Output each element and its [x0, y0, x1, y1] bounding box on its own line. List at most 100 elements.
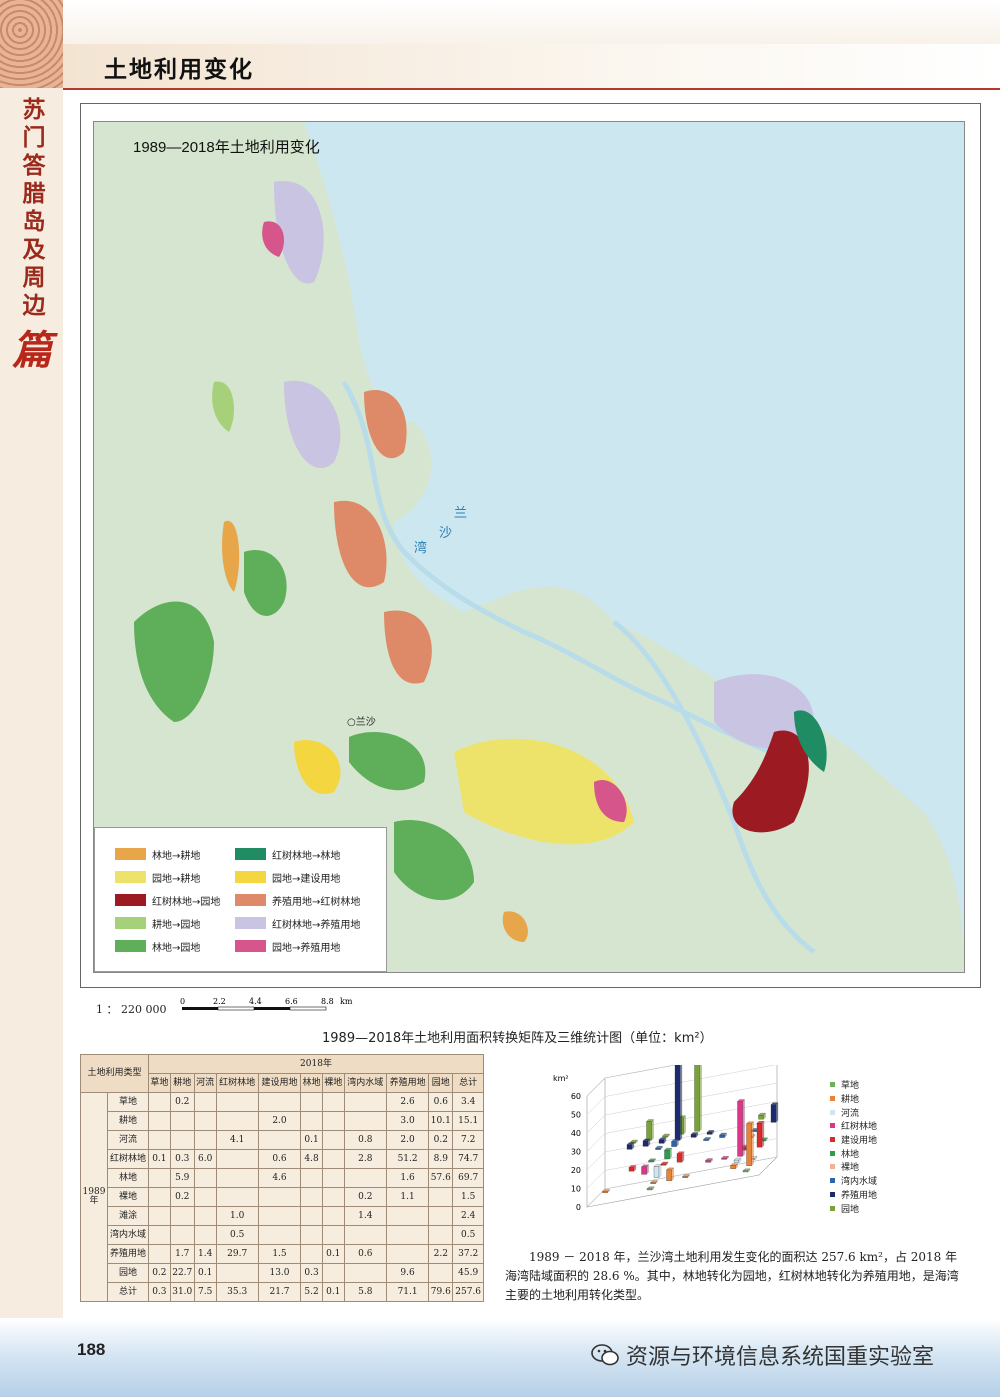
watermark-text: 资源与环境信息系统国重实验室 — [626, 1345, 935, 1370]
table-cell — [321, 1149, 345, 1169]
bar-front — [703, 1139, 709, 1141]
chart-legend-item: 园地 — [830, 1201, 877, 1215]
table-cell — [385, 1225, 430, 1245]
bar-top — [671, 1139, 679, 1142]
y-tick-label: 60 — [571, 1092, 581, 1101]
table-cell: 2.4 — [452, 1206, 484, 1226]
bar-top — [721, 1156, 729, 1159]
row-header: 裸地 — [107, 1187, 149, 1207]
bar-front — [746, 1123, 752, 1166]
table-cell: 4.8 — [300, 1149, 323, 1169]
table-cell: 15.1 — [452, 1111, 484, 1131]
table-cell: 0.1 — [193, 1263, 217, 1283]
table-cell — [193, 1092, 217, 1112]
table-cell — [148, 1225, 171, 1245]
legend-swatch — [115, 940, 146, 952]
table-cell: 2.0 — [385, 1130, 430, 1150]
chart-legend-item: 红树林地 — [830, 1119, 877, 1133]
table-cell: 9.6 — [385, 1263, 430, 1283]
chart-legend-item: 耕地 — [830, 1092, 877, 1106]
bar-top — [770, 1102, 779, 1105]
bar-front — [758, 1114, 764, 1120]
bar-front — [658, 1139, 665, 1144]
table-cell: 57.6 — [428, 1168, 454, 1188]
table-cell: 8.9 — [428, 1149, 454, 1169]
table-cell — [300, 1244, 323, 1264]
bar-front — [674, 1065, 681, 1141]
legend-item: 园地→养殖用地 — [235, 939, 340, 954]
col-header: 建设用地 — [257, 1073, 302, 1093]
chart-legend-item: 养殖用地 — [830, 1188, 877, 1202]
chart-bar — [602, 1189, 610, 1194]
bar-front — [642, 1140, 649, 1147]
chart-legend-item: 建设用地 — [830, 1133, 877, 1147]
summary-paragraph: 1989 － 2018 年，兰沙湾土地利用发生变化的面积达 257.6 km²，… — [505, 1250, 959, 1302]
table-cell: 1.0 — [215, 1206, 259, 1226]
legend-label: 养殖用地→红树林地 — [272, 896, 361, 908]
legend-item: 红树林地→林地 — [235, 847, 340, 862]
legend-label: 林地→园地 — [152, 942, 201, 954]
bar-front — [742, 1170, 749, 1173]
table-cell: 71.1 — [385, 1282, 430, 1302]
table-cell: 0.2 — [343, 1187, 387, 1207]
chart-bar — [742, 1168, 751, 1173]
col-header: 耕地 — [169, 1073, 195, 1093]
bar-front — [662, 1135, 668, 1138]
table-cell — [215, 1187, 259, 1207]
bar-top — [705, 1158, 713, 1161]
legend-label: 红树林地→养殖用地 — [272, 919, 361, 931]
table-row: 湾内水域 0.5 0.5 — [81, 1225, 484, 1245]
legend-swatch — [115, 894, 146, 906]
chart-bar — [682, 1174, 690, 1179]
chart-bar — [664, 1147, 672, 1160]
bar-front — [653, 1166, 660, 1178]
bar-top — [655, 1145, 663, 1149]
bar-front — [641, 1166, 647, 1175]
chart-legend-swatch — [830, 1137, 835, 1143]
bar-top — [676, 1151, 685, 1154]
table-cell: 0.1 — [148, 1149, 171, 1169]
chart-axes: 60 50 40 30 20 10 0 km² — [553, 1065, 778, 1212]
table-cell — [148, 1244, 171, 1264]
chart-legend-swatch — [830, 1150, 835, 1156]
bar-front — [705, 1160, 711, 1163]
table-cell: 1.5 — [452, 1187, 484, 1207]
table-cell — [148, 1187, 171, 1207]
table-cell: 35.3 — [215, 1282, 259, 1302]
chart-bar — [646, 1119, 654, 1141]
y-axis-label: km² — [553, 1074, 569, 1083]
table-cell: 3.0 — [385, 1111, 430, 1131]
bar-top — [641, 1164, 649, 1167]
bar-top — [628, 1165, 637, 1168]
left-decor-band — [0, 0, 63, 1397]
bar-front — [676, 1153, 683, 1163]
chart-bar — [662, 1133, 670, 1138]
table-cell: 2.6 — [385, 1092, 430, 1112]
table-cell — [343, 1225, 387, 1245]
river-2 — [612, 620, 816, 954]
chart-bars — [602, 1065, 779, 1194]
table-cell — [257, 1206, 302, 1226]
chart-legend-item: 湾内水域 — [830, 1174, 877, 1188]
bar-side — [651, 1119, 654, 1141]
bar-side — [671, 1167, 674, 1182]
legend-swatch — [115, 917, 146, 929]
chart-bar — [650, 1180, 658, 1185]
bar-front — [628, 1167, 635, 1172]
chart-bar — [733, 1157, 742, 1163]
table-cell — [321, 1225, 345, 1245]
bar-side — [761, 1120, 765, 1148]
bar-top — [630, 1139, 638, 1143]
row-header: 林地 — [107, 1168, 149, 1188]
chart-legend-item: 林地 — [830, 1146, 877, 1160]
table-cell: 0.8 — [343, 1130, 387, 1150]
chart-legend-swatch — [830, 1178, 835, 1184]
table-cell — [148, 1206, 171, 1226]
chart-legend-label: 林地 — [841, 1149, 860, 1160]
chart-legend-label: 建设用地 — [841, 1136, 878, 1147]
scale-tick: 2.2 — [213, 997, 226, 1006]
bar-top — [648, 1158, 656, 1161]
table-cell: 74.7 — [452, 1149, 484, 1169]
bar-front — [655, 1147, 661, 1150]
bar-side — [775, 1102, 779, 1123]
